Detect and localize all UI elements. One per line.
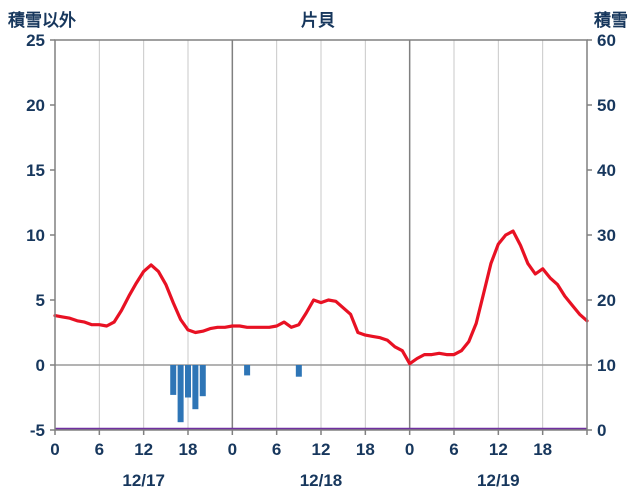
svg-text:12/17: 12/17 [122,471,165,490]
svg-text:15: 15 [26,161,45,180]
svg-text:5: 5 [36,291,45,310]
svg-text:40: 40 [597,161,616,180]
svg-text:10: 10 [597,356,616,375]
svg-text:6: 6 [95,440,104,459]
svg-text:12: 12 [489,440,508,459]
svg-text:6: 6 [272,440,281,459]
svg-text:10: 10 [26,226,45,245]
left-axis-title: 積雪以外 [8,11,76,30]
svg-text:60: 60 [597,31,616,50]
svg-text:0: 0 [228,440,237,459]
svg-text:20: 20 [26,96,45,115]
svg-text:18: 18 [356,440,375,459]
svg-text:20: 20 [597,291,616,310]
svg-text:18: 18 [179,440,198,459]
svg-text:12/19: 12/19 [477,471,520,490]
svg-text:12: 12 [134,440,153,459]
svg-text:0: 0 [405,440,414,459]
right-axis-title: 積雪 [594,11,628,30]
svg-text:-5: -5 [30,421,45,440]
svg-text:0: 0 [36,356,45,375]
svg-text:25: 25 [26,31,45,50]
svg-text:50: 50 [597,96,616,115]
svg-text:18: 18 [533,440,552,459]
svg-text:0: 0 [597,421,606,440]
chart-title: 片貝 [301,11,335,30]
svg-text:6: 6 [449,440,458,459]
svg-text:12/18: 12/18 [300,471,343,490]
svg-text:12: 12 [312,440,331,459]
svg-text:0: 0 [50,440,59,459]
svg-text:30: 30 [597,226,616,245]
